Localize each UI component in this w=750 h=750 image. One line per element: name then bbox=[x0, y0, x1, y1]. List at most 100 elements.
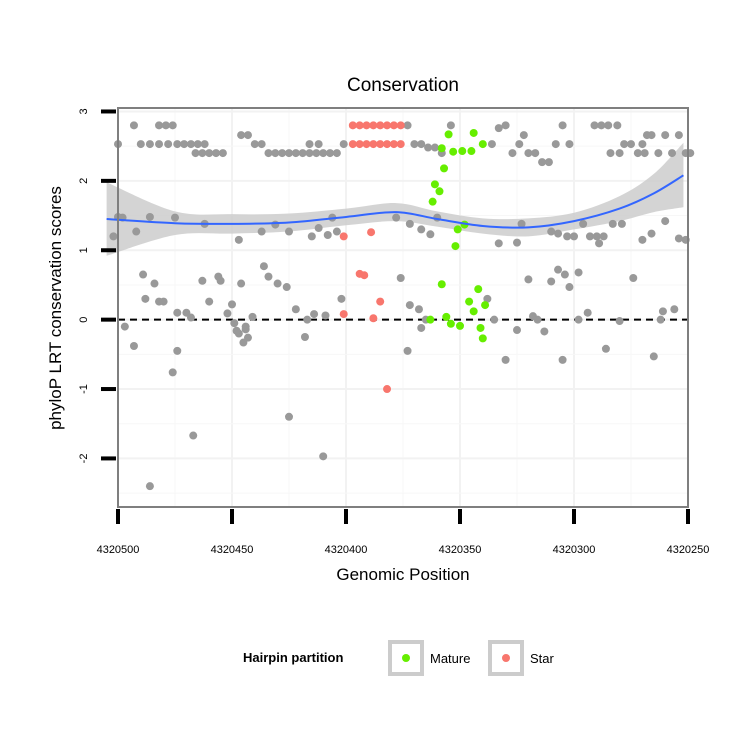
mature-point bbox=[474, 285, 483, 294]
other-point bbox=[228, 300, 236, 309]
other-point bbox=[319, 149, 328, 158]
star-point bbox=[367, 228, 376, 237]
other-point bbox=[597, 121, 606, 130]
other-point bbox=[574, 268, 583, 277]
other-point bbox=[332, 149, 341, 158]
star-point bbox=[396, 140, 405, 149]
other-point bbox=[257, 140, 266, 149]
chart-title: Conservation bbox=[347, 75, 459, 96]
other-point bbox=[109, 232, 118, 241]
other-point bbox=[205, 297, 214, 306]
other-point bbox=[323, 230, 332, 239]
other-point bbox=[173, 140, 182, 149]
mature-point bbox=[430, 180, 439, 189]
other-point bbox=[494, 239, 503, 248]
other-point bbox=[232, 326, 241, 335]
legend-key bbox=[388, 640, 424, 676]
y-tick-label: 3 bbox=[78, 108, 90, 114]
legend-key-point bbox=[502, 654, 510, 662]
other-point bbox=[193, 140, 202, 149]
other-point bbox=[430, 143, 439, 152]
mature-point bbox=[456, 321, 464, 330]
mature-point bbox=[444, 130, 453, 139]
other-point bbox=[513, 238, 521, 247]
other-point bbox=[307, 232, 316, 241]
other-point bbox=[554, 229, 563, 238]
x-tick-label: 4320400 bbox=[325, 544, 368, 556]
other-point bbox=[565, 140, 574, 149]
other-point bbox=[305, 149, 314, 158]
other-point bbox=[599, 232, 608, 241]
other-point bbox=[243, 131, 252, 140]
y-tick-label: -2 bbox=[78, 454, 90, 464]
other-point bbox=[139, 270, 148, 279]
other-point bbox=[285, 227, 293, 236]
other-point bbox=[501, 121, 510, 130]
star-point bbox=[389, 121, 398, 130]
other-point bbox=[141, 294, 150, 303]
y-tick-label: 2 bbox=[78, 178, 90, 184]
other-point bbox=[171, 213, 179, 222]
other-point bbox=[661, 131, 670, 140]
other-point bbox=[216, 276, 225, 285]
other-point bbox=[392, 213, 401, 222]
other-point bbox=[670, 305, 679, 314]
other-point bbox=[595, 239, 604, 248]
star-point bbox=[348, 140, 357, 149]
mature-point bbox=[478, 140, 487, 149]
other-point bbox=[654, 149, 663, 158]
other-point bbox=[547, 227, 556, 236]
other-point bbox=[271, 220, 280, 229]
other-point bbox=[674, 131, 683, 140]
other-point bbox=[120, 322, 129, 331]
star-point bbox=[362, 140, 371, 149]
other-point bbox=[314, 140, 323, 149]
other-point bbox=[145, 212, 154, 221]
legend-key bbox=[488, 640, 524, 676]
y-axis: 3 2 1 0 -1 -2 bbox=[78, 108, 116, 463]
other-point bbox=[658, 307, 667, 316]
legend-label: Mature bbox=[430, 651, 470, 666]
legend-label: Star bbox=[530, 651, 555, 666]
mature-point bbox=[437, 280, 446, 289]
other-point bbox=[189, 431, 198, 440]
other-point bbox=[230, 319, 239, 328]
other-point bbox=[585, 232, 594, 241]
data-points bbox=[109, 121, 695, 491]
other-point bbox=[558, 355, 567, 364]
mature-point bbox=[449, 147, 458, 156]
x-tick-label: 4320250 bbox=[667, 544, 710, 556]
x-axis-title: Genomic Position bbox=[336, 565, 469, 584]
other-point bbox=[674, 234, 683, 243]
other-point bbox=[339, 140, 348, 149]
legend-entries: Mature Star bbox=[388, 640, 555, 676]
other-point bbox=[501, 355, 510, 364]
other-point bbox=[305, 140, 314, 149]
mature-point bbox=[465, 297, 474, 306]
other-point bbox=[314, 224, 323, 233]
other-point bbox=[259, 262, 268, 271]
other-point bbox=[278, 149, 287, 158]
other-point bbox=[551, 140, 560, 149]
other-point bbox=[656, 315, 665, 324]
other-point bbox=[321, 311, 330, 320]
other-point bbox=[164, 140, 173, 149]
other-point bbox=[405, 219, 414, 228]
other-point bbox=[239, 338, 248, 347]
other-point bbox=[186, 140, 195, 149]
star-point bbox=[389, 140, 398, 149]
other-point bbox=[310, 310, 319, 319]
other-point bbox=[494, 124, 503, 133]
star-point bbox=[376, 121, 385, 130]
mature-point bbox=[469, 307, 478, 316]
star-point bbox=[360, 271, 369, 280]
other-point bbox=[517, 219, 526, 228]
other-point bbox=[417, 140, 426, 149]
other-point bbox=[538, 158, 547, 167]
other-point bbox=[533, 315, 542, 324]
other-point bbox=[155, 297, 164, 306]
other-point bbox=[250, 140, 259, 149]
mature-point bbox=[469, 128, 478, 137]
mature-point bbox=[451, 242, 460, 251]
